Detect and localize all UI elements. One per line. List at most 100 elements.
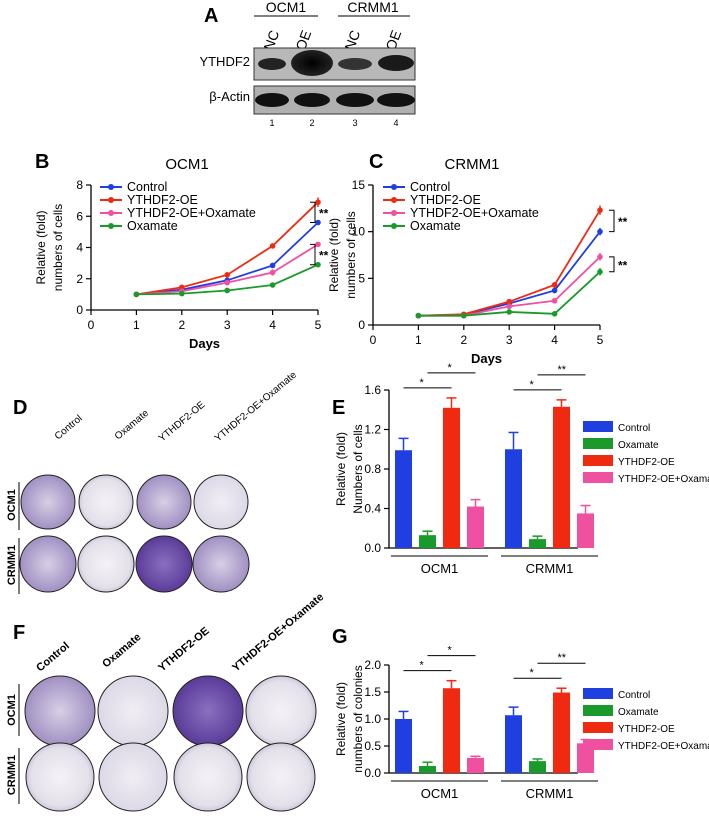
data-point	[315, 199, 321, 205]
x-tick-label: 3	[224, 318, 231, 332]
blot-band	[291, 50, 333, 76]
legend-label: YTHDF2-OE+Oxamate	[410, 206, 539, 220]
data-point	[269, 269, 276, 276]
y-tick-label: 6	[76, 209, 83, 223]
panel-a: A OCM1 CRMM1 NC OE NC OE YTHDF2 β-Actin …	[199, 0, 416, 128]
lane-label: NC	[341, 28, 363, 52]
lane-number: 3	[352, 118, 357, 128]
data-point	[506, 309, 512, 315]
x-tick-label: 4	[551, 333, 558, 347]
y-tick-label: 0	[76, 303, 83, 317]
plate-ocm1-oxamate	[97, 675, 169, 747]
data-point	[551, 287, 558, 294]
data-point	[133, 291, 140, 298]
legend-swatch	[583, 688, 613, 699]
y-tick-label: 1.2	[364, 423, 381, 437]
legend-label: Control	[127, 180, 167, 194]
plate-column-label: YTHDF2-OE+Oxamate	[230, 591, 326, 674]
bar	[505, 715, 522, 773]
x-tick-label: 5	[315, 318, 322, 332]
plate-column-label: Control	[53, 413, 85, 442]
data-point	[224, 287, 230, 294]
y-axis-label: numbers of colonies	[351, 665, 365, 772]
data-point	[179, 284, 185, 291]
plate-column-label: YTHDF2-OE+Oxamate	[213, 369, 299, 444]
plate-crmm1-control	[19, 535, 77, 593]
y-tick-label: 1.0	[364, 712, 381, 726]
panel-letter: C	[369, 151, 383, 173]
data-point	[506, 303, 512, 310]
data-point	[551, 282, 558, 288]
significance-bracket	[609, 256, 615, 273]
chart-g: 0.0 0.5 1.0 1.5 2.0 Relative (fold) numbers of…	[334, 645, 709, 801]
panel-letter: G	[332, 626, 348, 648]
bar	[529, 539, 546, 548]
y-tick-label: 0.5	[364, 739, 381, 753]
plate-crmm1-oxamate	[77, 535, 135, 593]
plate-row-label: CRMM1	[6, 545, 18, 585]
plate-ocm1-ythdf2-oe-oxamate	[193, 474, 249, 530]
plate-column-label: Control	[34, 640, 72, 674]
legend-label: Oxamate	[410, 219, 461, 233]
y-tick-label: 15	[352, 178, 366, 192]
bar	[467, 757, 484, 773]
lane-label: OE	[382, 28, 404, 52]
chart-b: 0 2 4 6 8 Relative (fold) numbers of cells Cont…	[34, 156, 329, 351]
significance-marker: **	[319, 249, 329, 263]
plate-ocm1-ythdf2-oe	[136, 474, 192, 530]
plate-row-label: CRMM1	[6, 755, 18, 795]
bar	[577, 743, 594, 773]
y-axis-label: numbers of cells	[51, 204, 65, 291]
plate-crmm1-oxamate	[98, 742, 168, 812]
x-tick-label: 3	[506, 333, 513, 347]
x-tick-label: 2	[178, 318, 185, 332]
legend-marker	[108, 210, 114, 216]
legend-marker	[391, 184, 397, 190]
data-point	[269, 262, 276, 269]
panel-letter: E	[332, 397, 345, 419]
legend-marker	[108, 184, 114, 190]
blot-row-label: YTHDF2	[199, 54, 250, 69]
y-axis-label: Relative (fold)	[34, 210, 48, 284]
legend-marker	[391, 223, 397, 229]
blot-band	[338, 58, 372, 70]
plate-row-label: OCM1	[6, 489, 18, 521]
plate-row-label: OCM1	[6, 694, 18, 726]
y-axis-label: Relative (fold)	[327, 218, 341, 292]
significance-marker: *	[448, 645, 453, 657]
lane-number: 2	[309, 118, 314, 128]
y-tick-label: 0.4	[364, 502, 381, 516]
data-point	[415, 312, 422, 319]
y-tick-label: 0.0	[364, 766, 381, 780]
panel-letter: A	[204, 5, 218, 27]
legend-label: Control	[618, 690, 650, 701]
legend-label: YTHDF2-OE	[127, 193, 198, 207]
series-line	[136, 243, 319, 296]
y-axis-label: Relative (fold)	[334, 682, 348, 756]
panel-letter: F	[13, 622, 25, 644]
plate-crmm1-ythdf2-oe-oxamate	[246, 742, 316, 812]
bar	[395, 719, 412, 773]
y-tick-label: 1.6	[364, 383, 381, 397]
x-axis-label: Days	[189, 336, 220, 351]
x-tick-label: 1	[415, 333, 422, 347]
plate-column-label: Oxamate	[100, 631, 143, 670]
plate-crmm1-ythdf2-oe-oxamate	[192, 535, 250, 593]
bar	[443, 688, 460, 773]
bar	[419, 765, 436, 773]
x-tick-label: 0	[88, 318, 95, 332]
plate-crmm1-ythdf2-oe	[135, 535, 193, 593]
y-tick-label: 2	[76, 272, 83, 286]
legend-swatch	[583, 705, 613, 716]
plate-ocm1-ythdf2-oe	[172, 675, 244, 747]
data-point	[506, 298, 512, 305]
significance-marker: *	[530, 379, 535, 391]
data-point	[597, 207, 603, 213]
legend-marker	[391, 210, 397, 216]
blot-band	[336, 93, 374, 107]
legend-label: YTHDF2-OE+Oxamate	[618, 474, 709, 485]
group-label-ocm1: OCM1	[266, 0, 307, 15]
x-tick-label: 5	[597, 333, 604, 347]
